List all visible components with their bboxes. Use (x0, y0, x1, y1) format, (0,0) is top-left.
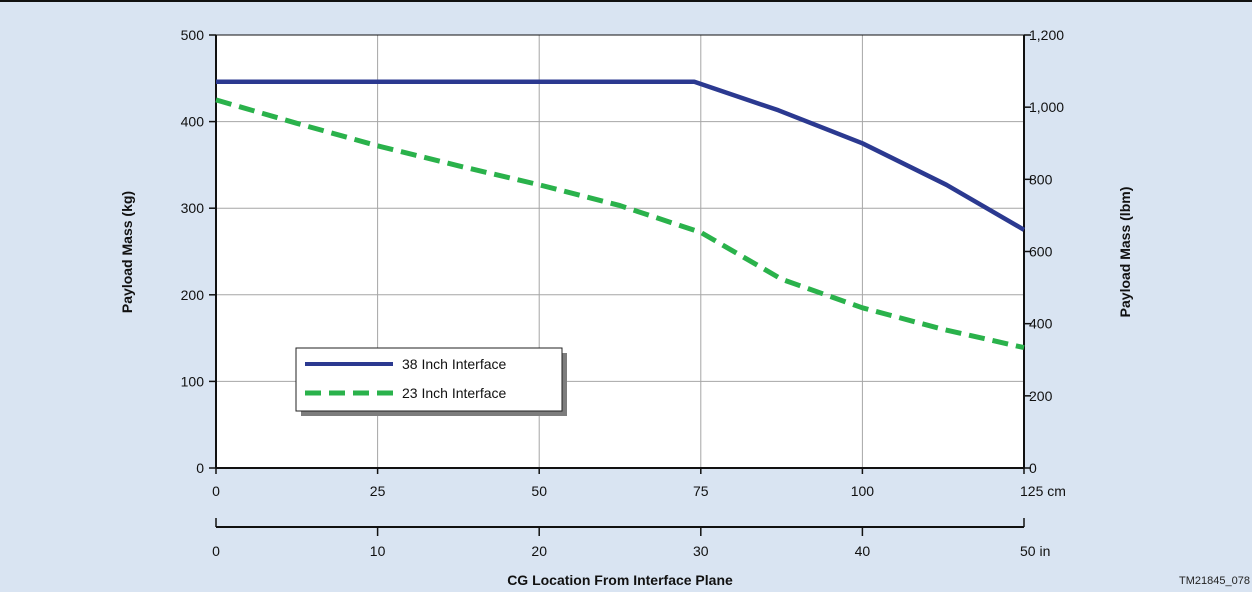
y-tick-label: 500 (181, 27, 205, 43)
y-tick-label: 400 (181, 114, 205, 130)
legend: 38 Inch Interface 23 Inch Interface (295, 347, 567, 416)
series-layer (215, 79, 1026, 351)
tick-labels: 0 100 200 300 400 500 0 200 400 600 800 1,000 1,200 0… (181, 27, 1066, 499)
legend-box (295, 347, 563, 412)
y-tick-label: 300 (181, 200, 205, 216)
y-axis-label: Payload Mass (kg) (119, 191, 135, 313)
y2-tick-label: 1,200 (1029, 27, 1064, 43)
inch-tick-label: 50 in (1020, 543, 1050, 559)
x-tick-label: 50 (531, 483, 547, 499)
legend-label-38-inch: 38 Inch Interface (402, 356, 507, 372)
series-line-23-inch-interface (215, 97, 1025, 351)
series-line-38-inch-interface (216, 79, 1026, 232)
y2-tick-label: 1,000 (1029, 99, 1064, 115)
x-tick-label: 0 (212, 483, 220, 499)
inch-tick-label: 10 (370, 543, 386, 559)
inch-scale: 0 10 20 30 40 50 in (212, 518, 1050, 559)
inch-tick-label: 20 (531, 543, 547, 559)
x-tick-label: 25 (370, 483, 386, 499)
y-tick-label: 200 (181, 287, 205, 303)
legend-label-23-inch: 23 Inch Interface (402, 385, 507, 401)
y2-axis-label: Payload Mass (lbm) (1117, 187, 1133, 318)
y2-tick-label: 400 (1029, 316, 1053, 332)
x-tick-label: 100 (851, 483, 875, 499)
x-tick-label: 75 (693, 483, 709, 499)
inch-tick-label: 40 (855, 543, 871, 559)
inch-tick-label: 0 (212, 543, 220, 559)
y-tick-label: 100 (181, 373, 205, 389)
y-tick-label: 0 (196, 460, 204, 476)
y2-tick-label: 0 (1029, 460, 1037, 476)
figure-id: TM21845_078 (1179, 575, 1250, 587)
x-axis-label: CG Location From Interface Plane (507, 572, 733, 588)
y2-tick-label: 600 (1029, 244, 1053, 260)
x-tick-label: 125 cm (1020, 483, 1066, 499)
inch-tick-label: 30 (693, 543, 709, 559)
y2-tick-label: 800 (1029, 171, 1053, 187)
y2-tick-label: 200 (1029, 388, 1053, 404)
